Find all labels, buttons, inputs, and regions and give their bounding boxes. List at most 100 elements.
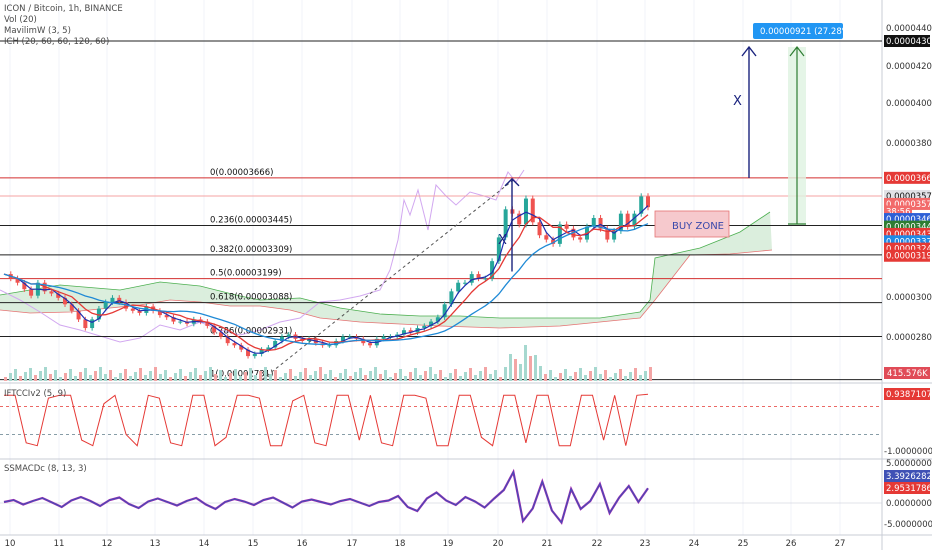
candle-body: [456, 282, 461, 292]
fib-level-label: 0.382(0.00003309): [210, 245, 292, 255]
volume-bar: [574, 372, 577, 381]
volume-bar: [494, 370, 497, 381]
volume-bar: [299, 372, 302, 381]
volume-bar: [289, 369, 292, 381]
buy-zone-box: [654, 210, 730, 238]
candle-body: [639, 196, 644, 214]
candle-body: [537, 222, 542, 236]
candle-body: [246, 349, 251, 357]
volume-bar: [34, 375, 37, 381]
main-legend: ICON / Bitcoin, 1h, BINANCE Vol (20) Mav…: [4, 4, 123, 48]
candle-body: [578, 237, 583, 240]
volume-badge: [884, 367, 930, 379]
volume-bar: [644, 371, 647, 381]
volume-bar: [409, 372, 412, 381]
volume-bar: [324, 374, 327, 381]
trend-projection-line: [261, 177, 517, 381]
volume-bar: [539, 366, 542, 381]
arrow-head: [504, 177, 520, 187]
volume-bar: [434, 374, 437, 381]
mavilim-indicator-label: MavilimW (3, 5): [4, 26, 71, 36]
candle-body: [49, 291, 54, 294]
x-axis-tick-label: 27: [835, 539, 846, 549]
volume-bar: [149, 371, 152, 381]
volume-bar: [474, 375, 477, 381]
ichimoku-lagging-span: [0, 169, 525, 343]
candle-body: [205, 321, 210, 326]
volume-bar: [649, 367, 652, 381]
candle-body: [266, 347, 271, 350]
ssmacd-legend: SSMACDc (8, 13, 3): [4, 464, 87, 474]
mavilim-line: [3, 205, 649, 354]
price-axis-badge: [884, 35, 930, 48]
volume-bar: [404, 376, 407, 381]
ssmacd-badge-a-text: 3.39262821: [886, 472, 932, 482]
symbol-title: ICON / Bitcoin, 1h, BINANCE: [4, 4, 123, 14]
volume-bar: [39, 371, 42, 381]
x-axis-tick-label: 25: [738, 539, 749, 549]
volume-bar: [469, 368, 472, 381]
candle-body: [462, 282, 467, 284]
volume-bar: [44, 367, 47, 381]
target-info-text: 0.00000921 (27.28%) 921: [760, 27, 872, 37]
candle-body: [503, 209, 508, 238]
price-axis-badge-text: 0.00003465: [886, 215, 932, 225]
candle-body: [340, 336, 345, 341]
volume-bar: [479, 371, 482, 381]
fib-level-label: 1(0.00002731): [210, 370, 273, 380]
volume-bar: [144, 375, 147, 381]
volume-bar: [454, 369, 457, 381]
candle-body: [368, 343, 373, 346]
volume-bar: [169, 377, 172, 381]
ichimoku-conversion-line: [3, 223, 649, 346]
volume-bar: [309, 375, 312, 381]
price-axis-badge-text: 0.00003243: [886, 245, 932, 255]
volume-bar: [544, 374, 547, 381]
volume-bar: [129, 376, 132, 381]
volume-bar: [244, 372, 247, 381]
ift-axis-tick: -1.00000000: [884, 447, 932, 457]
volume-bar: [229, 373, 232, 381]
x-axis-tick-label: 26: [786, 539, 797, 549]
volume-bar: [414, 368, 417, 381]
candle-body: [632, 213, 637, 227]
volume-bar: [279, 377, 282, 381]
candle-body: [530, 198, 535, 223]
volume-bar: [239, 376, 242, 381]
ssmacd-axis-tick: 0.00000000: [886, 499, 932, 509]
volume-bar: [254, 375, 257, 381]
candle-body: [225, 336, 230, 344]
volume-bar: [534, 355, 537, 381]
candle-body: [29, 289, 34, 296]
ssmacd-badge-b: [884, 482, 930, 494]
candle-body: [171, 317, 176, 322]
candle-body: [286, 334, 291, 337]
volume-bar: [609, 377, 612, 381]
volume-bar: [339, 373, 342, 381]
volume-bar: [419, 375, 422, 381]
candle-body: [591, 217, 596, 227]
volume-bar: [519, 364, 522, 381]
candle-body: [401, 330, 406, 335]
volume-bar: [84, 368, 87, 381]
x-label-right: X: [733, 94, 742, 109]
volume-bar: [134, 372, 137, 381]
volume-bar: [164, 370, 167, 381]
volume-bar: [499, 377, 502, 381]
candle-body: [90, 319, 95, 329]
candle-body: [110, 297, 115, 303]
volume-bar: [334, 377, 337, 381]
volume-bar: [199, 375, 202, 381]
candle-body: [483, 278, 488, 280]
volume-bar: [504, 367, 507, 381]
volume-bar: [304, 368, 307, 381]
x-axis-tick-label: 23: [640, 539, 651, 549]
candle-body: [381, 336, 386, 339]
volume-bar: [459, 376, 462, 381]
volume-bar: [564, 369, 567, 381]
volume-bar: [259, 371, 262, 381]
